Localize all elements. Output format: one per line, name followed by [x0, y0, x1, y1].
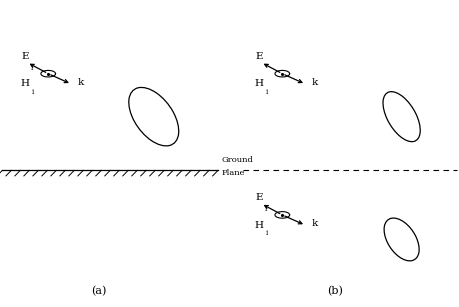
- Text: Ground: Ground: [221, 156, 253, 164]
- Text: H: H: [20, 79, 29, 88]
- Text: Plane: Plane: [221, 169, 245, 177]
- Text: k: k: [78, 78, 84, 87]
- Text: (a): (a): [91, 286, 106, 296]
- Text: i: i: [31, 87, 34, 95]
- Text: H: H: [254, 79, 263, 88]
- Text: (b): (b): [327, 286, 343, 296]
- Text: k: k: [312, 219, 318, 228]
- Text: i: i: [265, 229, 268, 237]
- Text: k: k: [312, 78, 318, 87]
- Text: E: E: [22, 52, 29, 61]
- Text: E: E: [256, 193, 263, 202]
- Text: i: i: [265, 205, 267, 213]
- Text: E: E: [256, 52, 263, 61]
- Text: i: i: [265, 87, 268, 95]
- Text: H: H: [254, 220, 263, 230]
- Text: i: i: [31, 64, 33, 72]
